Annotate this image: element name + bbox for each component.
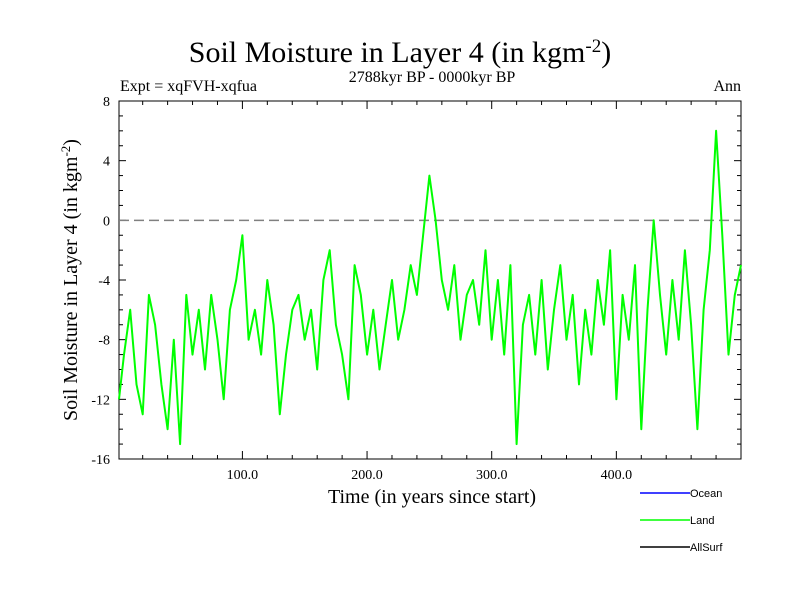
x-tick-label: 100.0	[227, 468, 259, 483]
y-axis-label: Soil Moisture in Layer 4 (in kgm-2)	[58, 139, 83, 421]
plot-frame	[118, 100, 742, 460]
x-tick-label: 400.0	[601, 468, 633, 483]
x-tick-label: 200.0	[351, 468, 383, 483]
season-label: Ann	[713, 78, 741, 95]
y-tick-label: -12	[91, 393, 110, 408]
chart-title-main: Soil Moisture in Layer 4 (in kgm	[189, 36, 586, 69]
x-tick-label: 300.0	[476, 468, 508, 483]
series-line-land	[118, 129, 742, 446]
y-tick-label: -16	[91, 453, 110, 468]
experiment-label: Expt = xqFVH-xqfua	[120, 78, 257, 95]
y-axis: -16 -12 -8 -4 0 4 8	[91, 95, 741, 468]
chart-title-close: )	[601, 36, 611, 69]
y-axis-label-main: Soil Moisture in Layer 4 (in kgm	[60, 156, 82, 421]
chart-title-sup: -2	[585, 36, 601, 57]
y-axis-label-close: )	[60, 139, 82, 146]
legend: Ocean Land AllSurf	[640, 488, 723, 554]
y-tick-label: -8	[98, 334, 110, 349]
y-tick-label: -4	[98, 274, 110, 289]
legend-label-allsurf: AllSurf	[690, 542, 723, 554]
y-tick-label: 4	[103, 155, 110, 170]
x-axis-label: Time (in years since start)	[328, 486, 536, 508]
legend-label-land: Land	[690, 515, 714, 527]
x-axis: 100.0 200.0 300.0 400.0	[142, 101, 717, 483]
chart-title: Soil Moisture in Layer 4 (in kgm-2)	[189, 36, 611, 70]
y-tick-label: 0	[103, 214, 110, 229]
y-axis-label-sup: -2	[58, 146, 73, 157]
chart-subtitle: 2788kyr BP - 0000kyr BP	[349, 69, 516, 86]
legend-label-ocean: Ocean	[690, 488, 722, 500]
data-series	[118, 129, 742, 446]
y-tick-label: 8	[103, 95, 110, 110]
